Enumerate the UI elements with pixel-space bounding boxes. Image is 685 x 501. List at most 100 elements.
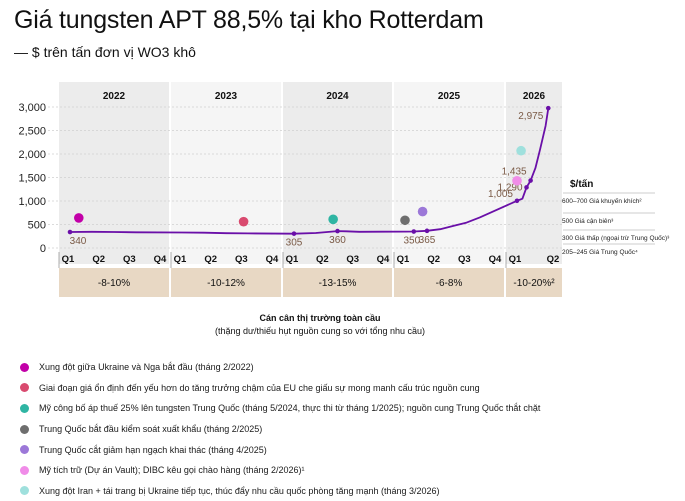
quarter-label: Q1 xyxy=(174,254,187,265)
price-line xyxy=(69,108,550,235)
year-label: 2022 xyxy=(103,91,126,102)
price-data-label: 350 xyxy=(403,236,420,247)
legend-item: Trung Quốc cắt giảm hạn ngạch khai thác … xyxy=(20,439,680,460)
y-tick-label: 0 xyxy=(40,243,46,255)
quarter-label: Q2 xyxy=(316,254,329,265)
price-data-label: 1,435 xyxy=(502,167,527,178)
legend-item: Mỹ công bố áp thuế 25% lên tungsten Trun… xyxy=(20,398,680,419)
price-marker xyxy=(545,105,551,111)
price-marker xyxy=(528,178,533,183)
year-column-bg xyxy=(171,82,281,264)
year-column-bg xyxy=(394,82,504,264)
y-tick-label: 500 xyxy=(28,220,46,232)
price-data-label: 340 xyxy=(70,236,87,247)
quarter-label: Q4 xyxy=(377,254,390,265)
price-marker xyxy=(67,229,73,235)
event-marker xyxy=(516,145,526,156)
legend-text: Mỹ công bố áp thuế 25% lên tungsten Trun… xyxy=(39,403,541,414)
balance-box xyxy=(171,268,281,297)
reference-label: 205–245 Giá Trung Quốc⁴ xyxy=(562,247,638,256)
quarter-label: Q1 xyxy=(397,254,410,265)
legend-item: Giai đoạn giá ổn định đến yếu hơn do tăn… xyxy=(20,378,680,399)
legend-dot xyxy=(20,403,29,413)
legend-dot xyxy=(20,486,29,496)
legend-item: Mỹ tích trữ (Dự án Vault); DIBC kêu gọi … xyxy=(20,460,680,481)
legend-dot xyxy=(20,383,29,393)
price-data-label: 1,005 xyxy=(488,189,513,200)
event-marker xyxy=(74,213,84,223)
legend-text: Mỹ tích trữ (Dự án Vault); DIBC kêu gọi … xyxy=(39,465,305,476)
balance-box xyxy=(59,268,169,297)
legend-text: Giai đoạn giá ổn định đến yếu hơn do tăn… xyxy=(39,382,480,393)
legend-dot xyxy=(20,362,29,372)
price-marker xyxy=(514,198,520,204)
y-tick-label: 3,000 xyxy=(18,102,46,114)
balance-box xyxy=(506,268,562,297)
event-marker xyxy=(512,175,522,186)
y-tick-label: 1,500 xyxy=(18,173,46,185)
balance-title: Cán cân thị trường toàn cầu xyxy=(260,313,381,323)
quarter-label: Q2 xyxy=(427,254,440,265)
quarter-label: Q4 xyxy=(154,254,167,265)
year-label: 2026 xyxy=(523,91,546,102)
event-marker xyxy=(400,215,410,226)
year-label: 2023 xyxy=(215,91,238,102)
balance-value: -8-10% xyxy=(98,278,130,289)
balance-value: -13-15% xyxy=(319,278,357,289)
price-data-label: 305 xyxy=(286,238,303,249)
reference-label: 600–700 Giá khuyến khích² xyxy=(562,196,642,205)
price-data-label: 365 xyxy=(419,235,436,246)
quarter-label: Q1 xyxy=(509,254,522,265)
year-column-bg xyxy=(59,82,169,264)
legend-text: Trung Quốc bắt đầu kiểm soát xuất khẩu (… xyxy=(39,424,263,435)
quarter-label: Q1 xyxy=(62,254,75,265)
price-marker xyxy=(524,185,529,190)
price-marker xyxy=(335,228,340,234)
legend-text: Trung Quốc cắt giảm hạn ngạch khai thác … xyxy=(39,444,267,455)
chart-subtitle: — $ trên tấn đơn vị WO3 khô xyxy=(14,44,196,60)
quarter-label: Q2 xyxy=(547,254,560,265)
quarter-label: Q4 xyxy=(489,254,502,265)
price-marker xyxy=(411,229,417,234)
balance-value: -10-20%² xyxy=(513,278,555,289)
quarter-label: Q3 xyxy=(346,254,359,265)
balance-subtitle: (thặng dư/thiếu hụt nguồn cung so với tổ… xyxy=(215,326,425,336)
unit-label: $/tấn xyxy=(570,178,593,190)
event-marker xyxy=(328,214,338,225)
price-data-label: 2,975 xyxy=(518,111,543,122)
quarter-label: Q3 xyxy=(235,254,248,265)
reference-label: 300 Giá thấp (ngoại trừ Trung Quốc)³ xyxy=(562,233,670,242)
legend-item: Xung đột Iran + tái trang bị Ukraine tiế… xyxy=(20,481,680,501)
quarter-label: Q3 xyxy=(123,254,136,265)
legend-item: Trung Quốc bắt đầu kiểm soát xuất khẩu (… xyxy=(20,419,680,440)
balance-box xyxy=(283,268,392,297)
balance-box xyxy=(394,268,504,297)
event-marker xyxy=(417,206,428,217)
legend-dot xyxy=(20,445,29,455)
balance-value: -6-8% xyxy=(436,278,463,289)
legend-text: Xung đột giữa Ukraine và Nga bắt đầu (th… xyxy=(39,362,254,373)
price-data-label: 360 xyxy=(329,235,346,246)
legend-dot xyxy=(20,424,29,434)
y-tick-label: 2,500 xyxy=(18,126,46,138)
price-data-label: 1,290 xyxy=(497,182,522,193)
reference-label: 500 Giá cận biên³ xyxy=(562,218,614,225)
quarter-label: Q3 xyxy=(458,254,471,265)
legend-text: Xung đột Iran + tái trang bị Ukraine tiế… xyxy=(39,485,440,496)
balance-value: -10-12% xyxy=(207,278,245,289)
price-marker xyxy=(424,228,430,234)
quarter-label: Q2 xyxy=(204,254,217,265)
year-label: 2024 xyxy=(326,91,349,102)
quarter-label: Q4 xyxy=(266,254,279,265)
legend-item: Xung đột giữa Ukraine và Nga bắt đầu (th… xyxy=(20,357,680,378)
chart-title: Giá tungsten APT 88,5% tại kho Rotterdam xyxy=(14,6,484,34)
event-legend: Xung đột giữa Ukraine và Nga bắt đầu (th… xyxy=(20,357,680,501)
quarter-label: Q2 xyxy=(92,254,105,265)
legend-dot xyxy=(20,465,29,475)
year-label: 2025 xyxy=(438,91,461,102)
y-tick-label: 1,000 xyxy=(18,196,46,208)
quarter-label: Q1 xyxy=(286,254,299,265)
price-chart: 2022 2023 2024 2025 2026 3,000 2,500 2,000 1,500… xyxy=(18,82,670,336)
price-marker xyxy=(291,231,297,236)
y-tick-label: 2,000 xyxy=(18,149,46,161)
